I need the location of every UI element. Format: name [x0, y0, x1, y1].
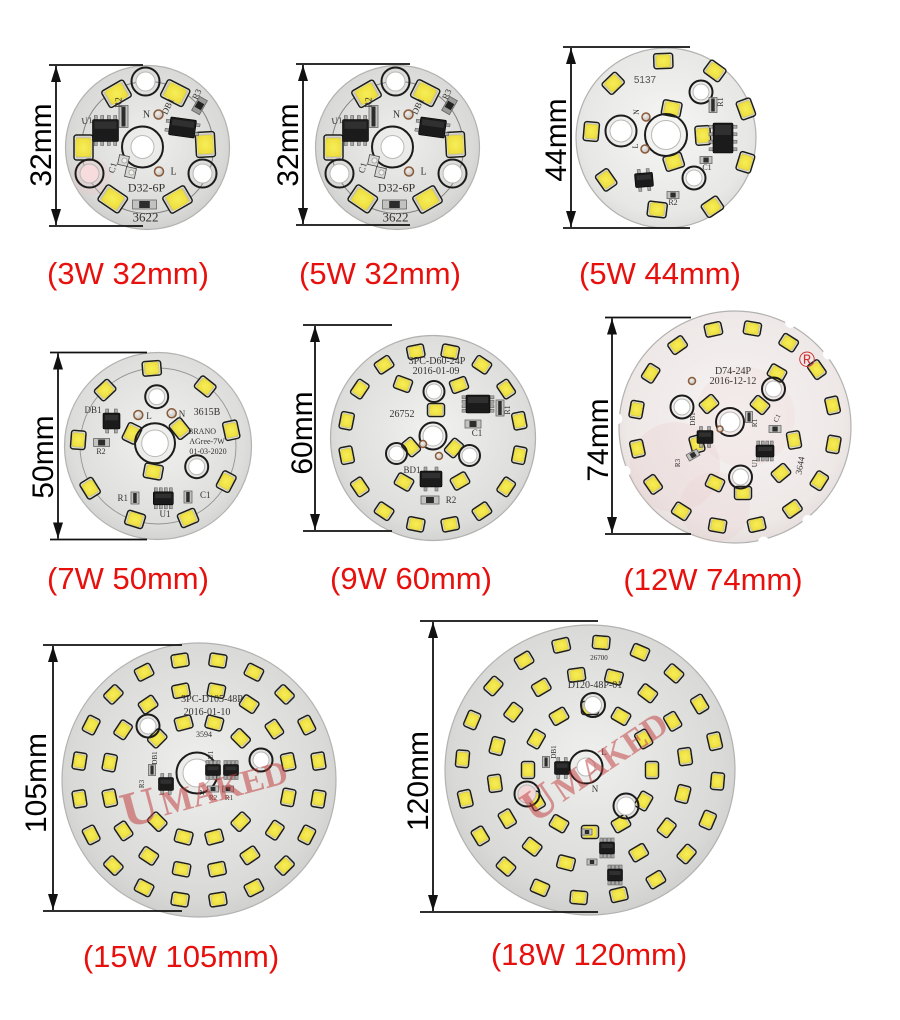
- svg-text:L: L: [420, 167, 426, 178]
- svg-text:R2: R2: [209, 794, 218, 802]
- svg-text:L: L: [601, 747, 607, 757]
- svg-text:U1: U1: [81, 115, 93, 126]
- svg-text:D74-24P: D74-24P: [715, 366, 752, 377]
- svg-text:32mm: 32mm: [25, 103, 58, 186]
- svg-text:N: N: [592, 784, 599, 794]
- svg-text:D32-6P: D32-6P: [128, 181, 166, 195]
- svg-text:C1: C1: [106, 161, 118, 174]
- svg-text:32mm: 32mm: [272, 103, 305, 186]
- svg-text:C1: C1: [356, 161, 368, 174]
- svg-text:R2: R2: [96, 447, 105, 456]
- svg-text:C1: C1: [472, 428, 483, 438]
- svg-text:(18W 120mm): (18W 120mm): [491, 937, 687, 972]
- svg-text:74mm: 74mm: [582, 398, 615, 481]
- svg-text:(5W 32mm): (5W 32mm): [299, 256, 461, 291]
- svg-text:(12W 74mm): (12W 74mm): [623, 562, 802, 597]
- svg-text:3615B: 3615B: [194, 407, 221, 418]
- svg-text:R1: R1: [751, 418, 759, 427]
- svg-text:R2: R2: [446, 495, 457, 505]
- svg-text:DB1: DB1: [689, 412, 697, 426]
- svg-text:2016-01-10: 2016-01-10: [184, 707, 231, 718]
- svg-text:BRANO: BRANO: [188, 427, 216, 436]
- svg-text:BD1: BD1: [403, 465, 420, 475]
- svg-text:01-03-2020: 01-03-2020: [189, 447, 226, 456]
- svg-text:N: N: [199, 789, 204, 797]
- svg-text:C1: C1: [702, 163, 711, 172]
- svg-text:3PC-D60-24P: 3PC-D60-24P: [409, 356, 466, 367]
- svg-text:44mm: 44mm: [540, 98, 573, 181]
- svg-text:105mm: 105mm: [20, 733, 53, 833]
- svg-text:N: N: [632, 109, 641, 115]
- svg-text:60mm: 60mm: [286, 391, 319, 474]
- svg-text:C1: C1: [772, 412, 783, 423]
- svg-text:50mm: 50mm: [27, 415, 60, 498]
- svg-text:R1: R1: [117, 493, 128, 503]
- svg-text:3622: 3622: [383, 210, 409, 225]
- svg-text:AGree-7W: AGree-7W: [189, 437, 225, 446]
- svg-text:U1: U1: [207, 750, 215, 759]
- svg-text:DB1: DB1: [84, 405, 101, 415]
- svg-text:DB1: DB1: [550, 745, 558, 759]
- svg-text:3622: 3622: [133, 210, 159, 225]
- svg-text:120mm: 120mm: [402, 731, 435, 831]
- svg-text:R2: R2: [668, 198, 677, 207]
- svg-text:N: N: [143, 110, 150, 121]
- svg-text:(7W 50mm): (7W 50mm): [47, 561, 209, 596]
- svg-text:DB1: DB1: [151, 751, 159, 765]
- svg-text:L: L: [170, 167, 176, 178]
- svg-text:26700: 26700: [590, 654, 608, 662]
- svg-text:(3W 32mm): (3W 32mm): [47, 256, 209, 291]
- svg-text:U1: U1: [331, 115, 343, 126]
- svg-text:26752: 26752: [390, 409, 415, 420]
- svg-text:R3: R3: [138, 779, 146, 788]
- svg-text:2016-12-12: 2016-12-12: [710, 376, 757, 387]
- svg-text:(5W 44mm): (5W 44mm): [579, 256, 741, 291]
- svg-text:5137: 5137: [634, 75, 657, 86]
- svg-text:R1: R1: [503, 405, 512, 414]
- svg-text:R1: R1: [716, 97, 725, 106]
- svg-text:C1: C1: [200, 490, 211, 500]
- svg-text:D120-48P-01: D120-48P-01: [568, 680, 622, 691]
- svg-text:R3: R3: [674, 458, 682, 467]
- svg-text:N: N: [393, 110, 400, 121]
- svg-text:L: L: [146, 411, 152, 421]
- svg-text:®: ®: [799, 347, 815, 372]
- svg-text:(9W 60mm): (9W 60mm): [330, 561, 492, 596]
- svg-text:L: L: [631, 143, 640, 148]
- svg-text:(15W 105mm): (15W 105mm): [83, 939, 279, 974]
- svg-text:D32-6P: D32-6P: [378, 181, 416, 195]
- svg-text:3PC-D105-48P: 3PC-D105-48P: [181, 694, 243, 705]
- svg-text:R1: R1: [225, 794, 234, 802]
- svg-text:3594: 3594: [196, 730, 212, 739]
- svg-text:R2: R2: [364, 97, 374, 108]
- svg-text:U1: U1: [160, 509, 171, 519]
- svg-text:2016-01-09: 2016-01-09: [413, 366, 460, 377]
- svg-text:3644: 3644: [794, 455, 807, 475]
- svg-text:N: N: [179, 409, 186, 419]
- svg-text:U1: U1: [751, 458, 759, 467]
- svg-text:R2: R2: [114, 97, 124, 108]
